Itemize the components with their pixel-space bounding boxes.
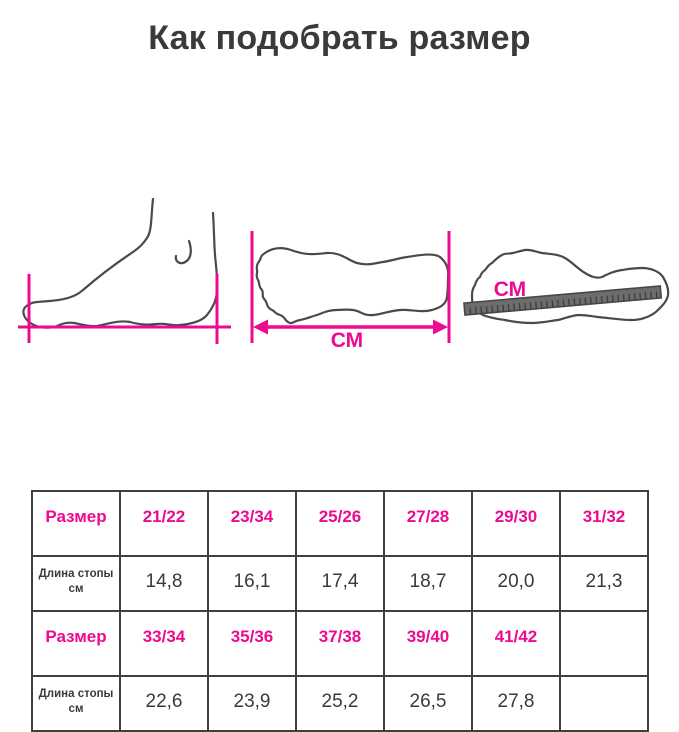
- length-cell: 27,8: [471, 675, 561, 732]
- length-cell: 23,9: [207, 675, 297, 732]
- length-cell: 18,7: [383, 555, 473, 612]
- size-cell: 33/34: [119, 610, 209, 677]
- size-table: Размер 21/22 23/34 25/26 27/28 29/30 31/…: [31, 490, 649, 732]
- length-cell: [559, 675, 649, 732]
- size-cell: [559, 610, 649, 677]
- ruler: [463, 285, 663, 316]
- cm-label: СМ: [494, 278, 526, 301]
- footprint-length-illustration: СМ: [250, 231, 451, 350]
- length-cell: 20,0: [471, 555, 561, 612]
- length-row-header: Длина стопы см: [31, 555, 121, 612]
- size-cell: 37/38: [295, 610, 385, 677]
- table-row-sizes-1: Размер 21/22 23/34 25/26 27/28 29/30 31/…: [31, 490, 649, 557]
- table-row-lengths-1: Длина стопы см 14,8 16,1 17,4 18,7 20,0 …: [31, 555, 649, 612]
- ankle-mark: [174, 239, 192, 265]
- foot-side-illustration: [18, 197, 231, 344]
- size-cell: 27/28: [383, 490, 473, 557]
- size-cell: 41/42: [471, 610, 561, 677]
- size-row-header: Размер: [31, 490, 121, 557]
- table-row-lengths-2: Длина стопы см 22,6 23,9 25,2 26,5 27,8: [31, 675, 649, 732]
- cm-label: СМ: [331, 329, 363, 350]
- foot-side-outline: [22, 197, 219, 329]
- length-cell: 16,1: [207, 555, 297, 612]
- size-cell: 29/30: [471, 490, 561, 557]
- length-arrow: [253, 319, 448, 335]
- size-cell: 25/26: [295, 490, 385, 557]
- length-cell: 25,2: [295, 675, 385, 732]
- length-cell: 26,5: [383, 675, 473, 732]
- page-title: Как подобрать размер: [148, 19, 531, 57]
- size-row-header: Размер: [31, 610, 121, 677]
- footprint-ruler-illustration: СМ: [463, 248, 670, 325]
- length-cell: 21,3: [559, 555, 649, 612]
- length-row-header: Длина стопы см: [31, 675, 121, 732]
- size-cell: 21/22: [119, 490, 209, 557]
- footprint-outline: [255, 247, 450, 325]
- size-cell: 39/40: [383, 610, 473, 677]
- table-row-sizes-2: Размер 33/34 35/36 37/38 39/40 41/42: [31, 610, 649, 677]
- length-cell: 17,4: [295, 555, 385, 612]
- size-cell: 35/36: [207, 610, 297, 677]
- length-cell: 22,6: [119, 675, 209, 732]
- size-cell: 23/34: [207, 490, 297, 557]
- length-cell: 14,8: [119, 555, 209, 612]
- size-cell: 31/32: [559, 490, 649, 557]
